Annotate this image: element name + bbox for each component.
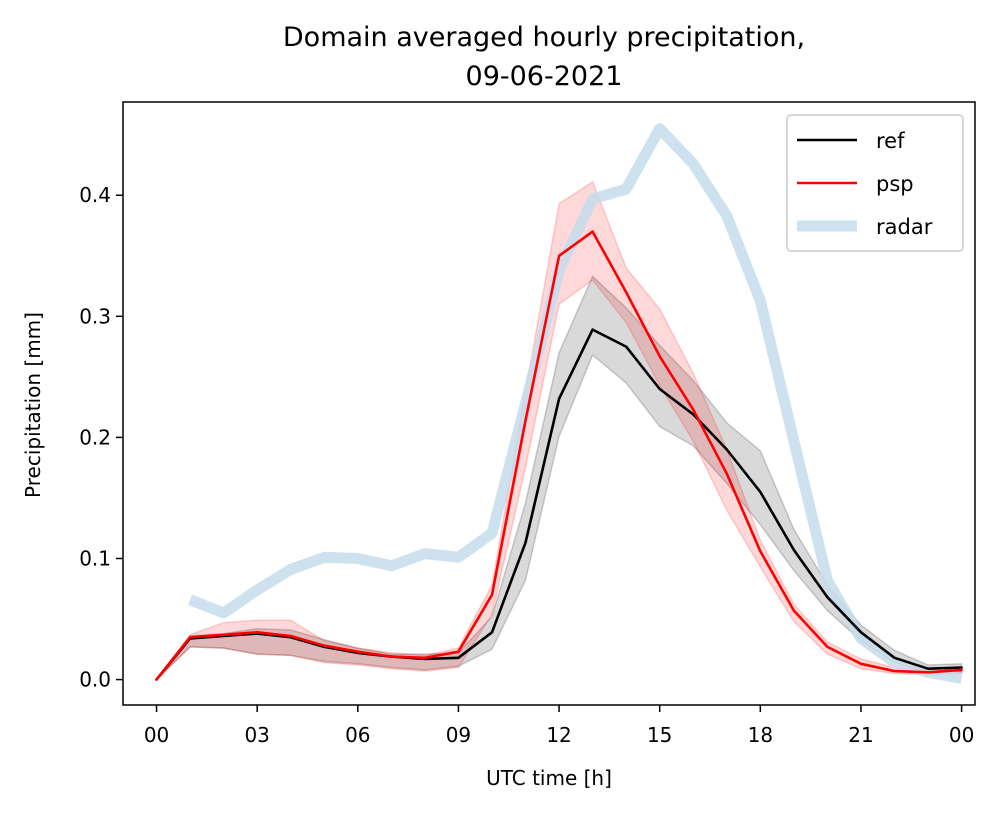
y-tick-label: 0.4 [79,183,111,207]
y-tick-label: 0.1 [79,546,111,570]
x-tick-label: 18 [748,723,773,747]
x-tick-label: 21 [848,723,873,747]
y-axis-label: Precipitation [mm] [21,312,45,498]
line-radar [188,123,963,684]
x-axis-ticks: 00 03 06 09 12 15 18 21 00 [144,705,974,747]
x-tick-label: 09 [446,723,471,747]
legend-label-ref: ref [876,129,905,153]
y-tick-label: 0.3 [79,304,111,328]
x-axis-label: UTC time [h] [486,766,612,790]
chart-title: Domain averaged hourly precipitation, [283,22,805,53]
x-tick-label: 06 [345,723,370,747]
x-tick-label: 00 [144,723,169,747]
plot-frame [122,101,976,706]
y-tick-label: 0.2 [79,425,111,449]
legend-label-psp: psp [876,172,914,196]
line-psp [155,230,963,681]
chart-subtitle: 09-06-2021 [466,61,623,92]
legend-box [786,114,964,252]
series-lines [155,123,963,684]
x-tick-label: 12 [546,723,571,747]
x-tick-label: 15 [647,723,672,747]
x-tick-label: 03 [244,723,269,747]
x-tick-label: 00 [949,723,974,747]
y-axis-ticks: 0.0 0.1 0.2 0.3 0.4 [79,183,123,692]
y-tick-label: 0.0 [79,668,111,692]
legend-label-radar: radar [876,215,933,239]
legend: ref psp radar [786,114,964,252]
